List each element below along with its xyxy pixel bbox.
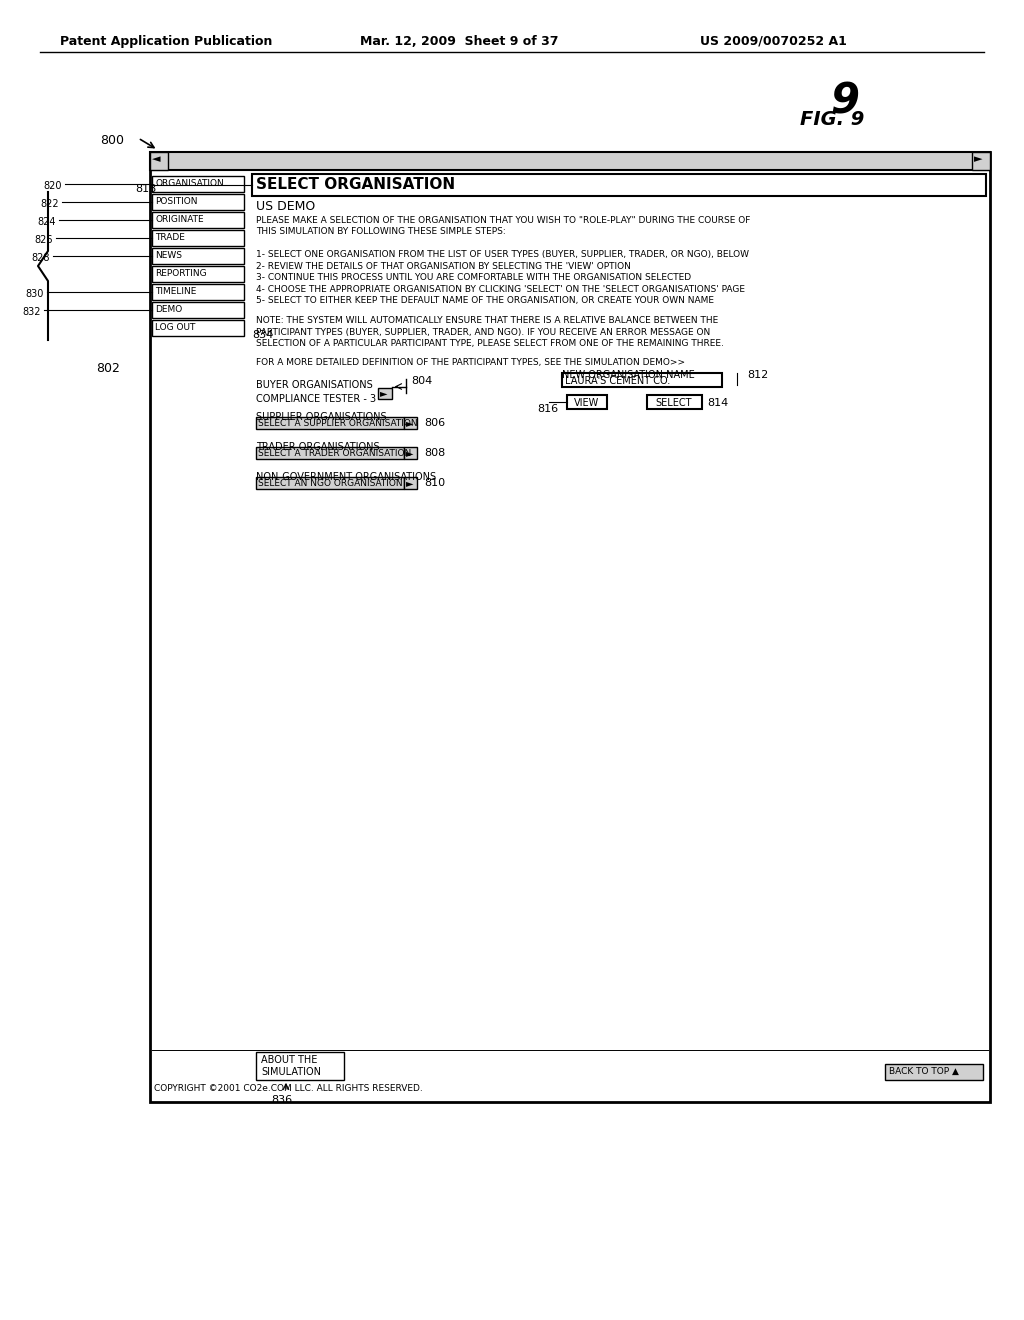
Text: COPYRIGHT ©2001 CO2e.COM LLC. ALL RIGHTS RESERVED.: COPYRIGHT ©2001 CO2e.COM LLC. ALL RIGHTS…: [154, 1084, 423, 1093]
Text: VIEW: VIEW: [574, 397, 599, 408]
Text: NOTE: THE SYSTEM WILL AUTOMATICALLY ENSURE THAT THERE IS A RELATIVE BALANCE BETW: NOTE: THE SYSTEM WILL AUTOMATICALLY ENSU…: [256, 315, 718, 325]
Bar: [152, 194, 244, 210]
Text: ►: ►: [406, 449, 414, 458]
Text: 3- CONTINUE THIS PROCESS UNTIL YOU ARE COMFORTABLE WITH THE ORGANISATION SELECTE: 3- CONTINUE THIS PROCESS UNTIL YOU ARE C…: [256, 273, 691, 282]
Bar: [152, 176, 244, 191]
Bar: [972, 152, 990, 170]
Text: US 2009/0070252 A1: US 2009/0070252 A1: [700, 36, 847, 48]
Text: ►: ►: [974, 154, 982, 164]
Text: 834: 834: [252, 330, 273, 341]
Bar: [152, 302, 244, 318]
Bar: [404, 477, 417, 488]
Bar: [152, 213, 244, 228]
Text: 832: 832: [22, 308, 41, 317]
Bar: [152, 248, 244, 264]
Text: ►: ►: [406, 479, 414, 488]
Text: 812: 812: [746, 371, 768, 380]
Text: BACK TO TOP ▲: BACK TO TOP ▲: [889, 1067, 958, 1076]
Text: 802: 802: [96, 362, 120, 375]
Text: POSITION: POSITION: [155, 197, 198, 206]
Bar: [378, 388, 392, 399]
Text: NEW ORGANISATION NAME: NEW ORGANISATION NAME: [562, 371, 694, 380]
Text: 830: 830: [25, 289, 43, 300]
Text: ABOUT THE: ABOUT THE: [261, 1055, 317, 1065]
Text: Patent Application Publication: Patent Application Publication: [60, 36, 272, 48]
Text: PLEASE MAKE A SELECTION OF THE ORGANISATION THAT YOU WISH TO "ROLE-PLAY" DURING : PLEASE MAKE A SELECTION OF THE ORGANISAT…: [256, 216, 751, 224]
Bar: [404, 446, 417, 458]
Text: PARTICIPANT TYPES (BUYER, SUPPLIER, TRADER, AND NGO). IF YOU RECEIVE AN ERROR ME: PARTICIPANT TYPES (BUYER, SUPPLIER, TRAD…: [256, 327, 711, 337]
Text: 806: 806: [424, 418, 445, 429]
Text: US DEMO: US DEMO: [256, 201, 315, 213]
Text: ►: ►: [380, 388, 387, 399]
Bar: [885, 1064, 983, 1080]
Text: SELECTION OF A PARTICULAR PARTICIPANT TYPE, PLEASE SELECT FROM ONE OF THE REMAIN: SELECTION OF A PARTICULAR PARTICIPANT TY…: [256, 339, 724, 348]
Text: THIS SIMULATION BY FOLLOWING THESE SIMPLE STEPS:: THIS SIMULATION BY FOLLOWING THESE SIMPL…: [256, 227, 506, 236]
Text: SELECT: SELECT: [655, 397, 691, 408]
Text: Mar. 12, 2009  Sheet 9 of 37: Mar. 12, 2009 Sheet 9 of 37: [360, 36, 558, 48]
Text: FOR A MORE DETAILED DEFINITION OF THE PARTICIPANT TYPES, SEE THE SIMULATION DEMO: FOR A MORE DETAILED DEFINITION OF THE PA…: [256, 359, 685, 367]
Bar: [567, 395, 607, 408]
Text: TRADER ORGANISATIONS: TRADER ORGANISATIONS: [256, 442, 380, 453]
Text: SELECT ORGANISATION: SELECT ORGANISATION: [256, 177, 455, 191]
Text: TIMELINE: TIMELINE: [155, 286, 197, 296]
Text: TRADE: TRADE: [155, 234, 185, 242]
Text: ◄: ◄: [152, 154, 161, 164]
Text: SELECT A TRADER ORGANISATION: SELECT A TRADER ORGANISATION: [258, 449, 412, 458]
Text: 4- CHOOSE THE APPROPRIATE ORGANISATION BY CLICKING 'SELECT' ON THE 'SELECT ORGAN: 4- CHOOSE THE APPROPRIATE ORGANISATION B…: [256, 285, 745, 294]
Bar: [150, 152, 168, 170]
Text: ►: ►: [406, 418, 414, 429]
Text: BUYER ORGANISATIONS: BUYER ORGANISATIONS: [256, 380, 373, 391]
Text: 804: 804: [411, 376, 432, 387]
Text: 820: 820: [43, 181, 61, 191]
Bar: [256, 477, 404, 488]
Text: 814: 814: [707, 397, 728, 408]
Bar: [256, 417, 404, 429]
Bar: [404, 417, 417, 429]
Text: 822: 822: [40, 199, 58, 209]
Text: 810: 810: [424, 479, 445, 488]
Text: 800: 800: [100, 135, 124, 147]
Bar: [152, 230, 244, 246]
Text: LAURA'S CEMENT CO.: LAURA'S CEMENT CO.: [565, 376, 671, 387]
Text: SIMULATION: SIMULATION: [261, 1067, 321, 1077]
Text: 816: 816: [537, 404, 558, 414]
Bar: [256, 446, 404, 458]
Text: 1- SELECT ONE ORGANISATION FROM THE LIST OF USER TYPES (BUYER, SUPPLIER, TRADER,: 1- SELECT ONE ORGANISATION FROM THE LIST…: [256, 251, 749, 260]
Text: SELECT AN NGO ORGANISATION: SELECT AN NGO ORGANISATION: [258, 479, 402, 487]
Bar: [256, 1052, 344, 1080]
Text: LOG OUT: LOG OUT: [155, 323, 196, 333]
Bar: [150, 152, 990, 1102]
Text: ORIGINATE: ORIGINATE: [155, 215, 204, 224]
Bar: [152, 284, 244, 300]
Text: ORGANISATION: ORGANISATION: [155, 180, 224, 187]
Text: 9: 9: [830, 81, 859, 121]
Text: COMPLIANCE TESTER - 3: COMPLIANCE TESTER - 3: [256, 395, 376, 404]
Text: NON-GOVERNMENT ORGANISATIONS: NON-GOVERNMENT ORGANISATIONS: [256, 473, 436, 483]
Bar: [150, 152, 990, 170]
Text: 826: 826: [34, 235, 52, 246]
Text: 828: 828: [31, 253, 49, 263]
Bar: [152, 267, 244, 282]
Text: SUPPLIER ORGANISATIONS: SUPPLIER ORGANISATIONS: [256, 412, 387, 422]
Text: 2- REVIEW THE DETAILS OF THAT ORGANISATION BY SELECTING THE 'VIEW' OPTION: 2- REVIEW THE DETAILS OF THAT ORGANISATI…: [256, 261, 631, 271]
Text: SELECT A SUPPLIER ORGANISATION: SELECT A SUPPLIER ORGANISATION: [258, 418, 418, 428]
Bar: [152, 319, 244, 337]
Bar: [252, 174, 986, 195]
Bar: [647, 395, 702, 408]
Text: 808: 808: [424, 449, 445, 458]
Text: NEWS: NEWS: [155, 251, 182, 260]
Text: REPORTING: REPORTING: [155, 269, 207, 279]
Text: DEMO: DEMO: [155, 305, 182, 314]
Text: 836: 836: [271, 1096, 292, 1105]
Text: FIG. 9: FIG. 9: [800, 110, 864, 129]
Text: 824: 824: [37, 216, 55, 227]
Text: 818: 818: [135, 183, 157, 194]
Text: 5- SELECT TO EITHER KEEP THE DEFAULT NAME OF THE ORGANISATION, OR CREATE YOUR OW: 5- SELECT TO EITHER KEEP THE DEFAULT NAM…: [256, 297, 714, 305]
Bar: [562, 372, 722, 387]
